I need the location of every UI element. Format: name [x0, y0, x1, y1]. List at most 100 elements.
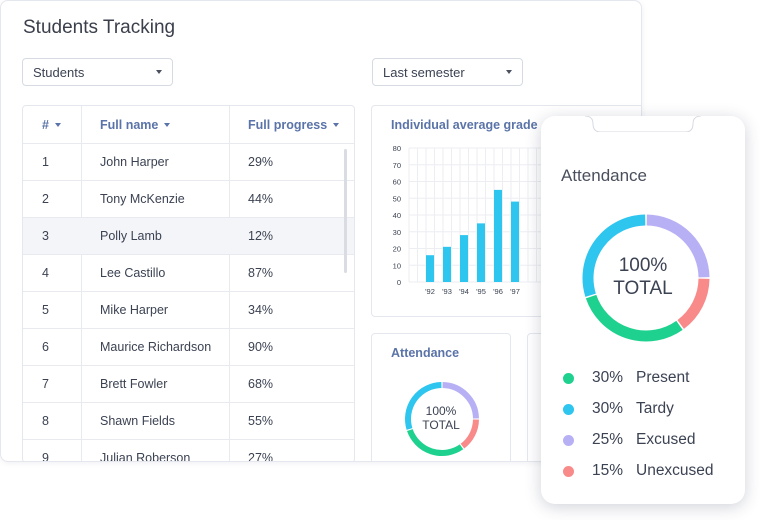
row-name: Tony McKenzie	[100, 192, 185, 206]
row-progress: 55%	[248, 414, 274, 428]
y-tick-label: 40	[393, 211, 401, 220]
table-row[interactable]: 5 Mike Harper 34%	[23, 291, 354, 328]
row-name: Lee Castillo	[100, 266, 166, 280]
row-name: Polly Lamb	[100, 229, 162, 243]
bar	[443, 246, 451, 282]
sort-icon	[164, 122, 171, 127]
present-dot-icon	[563, 372, 574, 384]
table-row[interactable]: 2 Tony McKenzie 44%	[23, 180, 354, 217]
donut-total-pct: 100%	[618, 255, 668, 276]
phone-donut-center: 100% TOTAL	[541, 254, 745, 300]
bar	[511, 201, 519, 282]
sort-icon	[54, 122, 61, 127]
dashboard-window: Students Tracking Students Last semester…	[0, 0, 642, 462]
excused-dot-icon	[563, 434, 574, 446]
table-row[interactable]: 3 Polly Lamb 12%	[23, 217, 354, 254]
donut-segment-tardy	[405, 382, 442, 430]
table-scrollbar[interactable]	[344, 149, 347, 273]
phone-notch	[585, 116, 701, 132]
donut-segment-unexcused	[460, 419, 479, 449]
phone-mockup: Attendance 100% TOTAL 30% Present 30% Ta…	[541, 116, 745, 504]
legend-pct: 15%	[592, 462, 624, 479]
donut-total-label: TOTAL	[422, 418, 460, 432]
y-tick-label: 50	[393, 194, 401, 203]
legend-item-unexcused: 15% Unexcused	[563, 461, 714, 481]
row-progress: 90%	[248, 340, 274, 354]
y-tick-label: 80	[393, 144, 401, 153]
legend-label: Unexcused	[636, 462, 714, 479]
column-header-name-label: Full name	[100, 117, 159, 132]
row-progress: 27%	[248, 451, 274, 462]
phone-title: Attendance	[561, 166, 648, 185]
table-row[interactable]: 4 Lee Castillo 87%	[23, 254, 354, 291]
attendance-donut-large	[582, 214, 710, 342]
row-name: Shawn Fields	[100, 414, 176, 428]
donut-total-label: TOTAL	[613, 278, 673, 299]
x-tick-label: '95	[476, 287, 486, 296]
y-tick-label: 20	[393, 245, 401, 254]
row-name: John Harper	[100, 155, 169, 169]
table-row[interactable]: 7 Brett Fowler 68%	[23, 365, 354, 402]
row-number: 3	[42, 229, 49, 243]
row-progress: 34%	[248, 303, 274, 317]
legend-pct: 30%	[592, 369, 624, 386]
row-number: 2	[42, 192, 49, 206]
donut-segment-tardy	[582, 214, 646, 297]
x-tick-label: '97	[510, 287, 520, 296]
chevron-down-icon	[156, 70, 162, 74]
column-divider	[229, 106, 230, 461]
row-name: Julian Roberson	[100, 451, 191, 462]
table-row[interactable]: 6 Maurice Richardson 90%	[23, 328, 354, 365]
column-header-progress[interactable]: Full progress	[248, 106, 340, 143]
y-tick-label: 60	[393, 178, 401, 187]
column-header-num-label: #	[42, 117, 49, 132]
column-header-num[interactable]: #	[42, 106, 61, 143]
students-dropdown[interactable]: Students	[22, 58, 173, 86]
legend-pct: 25%	[592, 431, 624, 448]
attendance-donut-center: 100% TOTAL	[372, 404, 510, 432]
row-number: 8	[42, 414, 49, 428]
donut-segment-excused	[646, 214, 710, 278]
row-name: Maurice Richardson	[100, 340, 212, 354]
column-header-name[interactable]: Full name	[100, 106, 171, 143]
y-tick-label: 10	[393, 261, 401, 270]
column-divider	[81, 106, 82, 461]
legend-label: Present	[636, 369, 690, 386]
bar	[494, 189, 502, 282]
row-progress: 29%	[248, 155, 274, 169]
column-header-progress-label: Full progress	[248, 117, 328, 132]
row-number: 7	[42, 377, 49, 391]
table-row[interactable]: 8 Shawn Fields 55%	[23, 402, 354, 439]
legend-label: Tardy	[636, 400, 674, 417]
row-name: Mike Harper	[100, 303, 169, 317]
row-number: 5	[42, 303, 49, 317]
legend-item-tardy: 30% Tardy	[563, 399, 674, 419]
chart-title: Individual average grade	[391, 118, 538, 132]
legend-label: Excused	[636, 431, 696, 448]
period-dropdown-value: Last semester	[383, 64, 465, 80]
x-tick-label: '93	[442, 287, 452, 296]
donut-segment-unexcused	[677, 278, 710, 329]
students-table: # Full name Full progress 1 John Harper …	[22, 105, 355, 462]
attendance-donut-small	[405, 382, 479, 456]
row-number: 1	[42, 155, 49, 169]
row-number: 4	[42, 266, 49, 280]
page-title: Students Tracking	[23, 17, 176, 38]
y-tick-label: 0	[397, 278, 401, 287]
legend-item-present: 30% Present	[563, 368, 689, 388]
table-row[interactable]: 9 Julian Roberson 27%	[23, 439, 354, 462]
period-dropdown[interactable]: Last semester	[372, 58, 523, 86]
row-name: Brett Fowler	[100, 377, 168, 391]
row-progress: 87%	[248, 266, 274, 280]
x-tick-label: '96	[493, 287, 503, 296]
bar	[477, 223, 485, 282]
attendance-card: Attendance 100% TOTAL	[371, 333, 511, 461]
chevron-down-icon	[506, 70, 512, 74]
row-progress: 44%	[248, 192, 274, 206]
tardy-dot-icon	[563, 403, 574, 415]
row-progress: 68%	[248, 377, 274, 391]
row-number: 9	[42, 451, 49, 462]
bar	[426, 255, 434, 282]
donut-segment-present	[407, 428, 464, 456]
table-row[interactable]: 1 John Harper 29%	[23, 143, 354, 180]
